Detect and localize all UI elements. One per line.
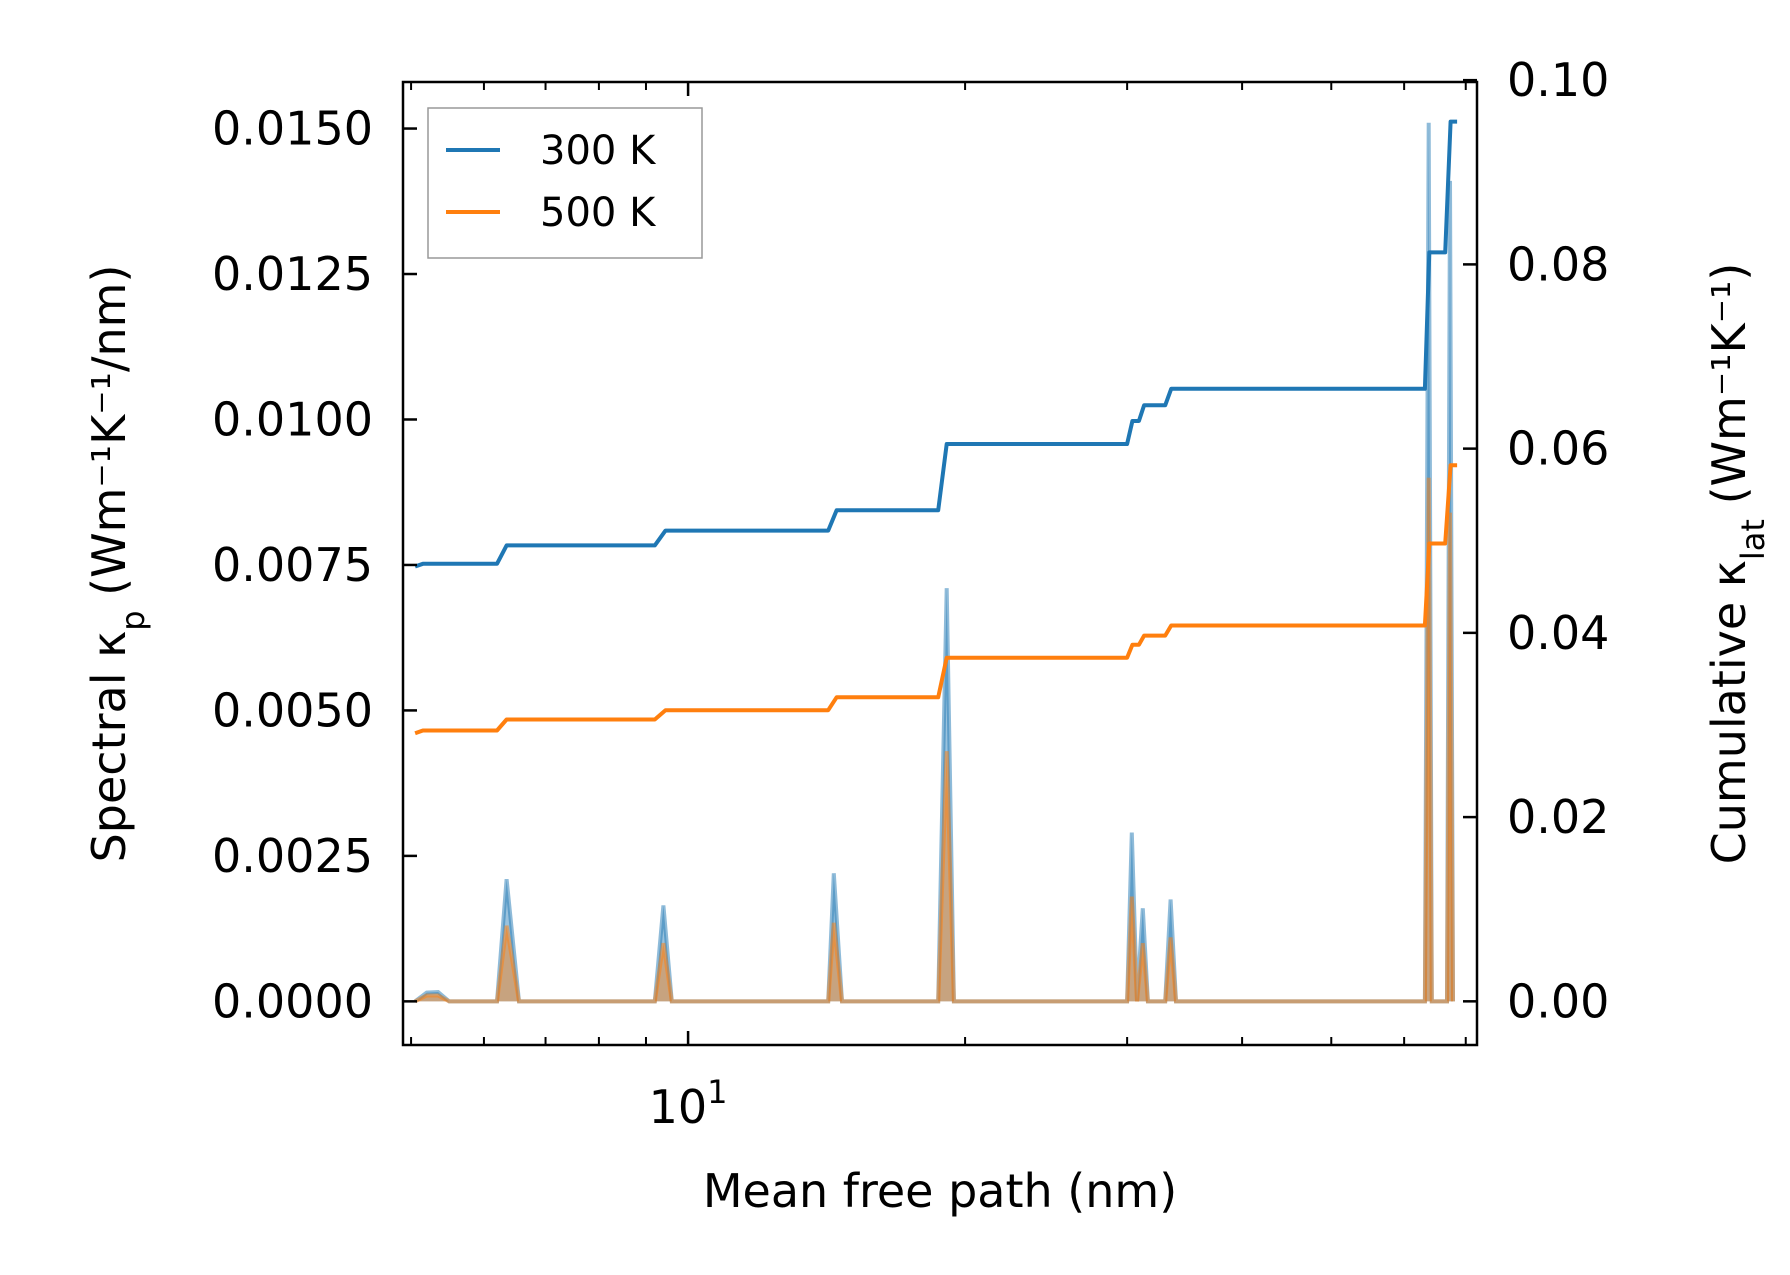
y-axis-left-label: Spectral κp (Wm⁻¹K⁻¹/nm): [82, 265, 152, 863]
legend: 300 K 500 K: [427, 107, 703, 259]
x-tick-label-base: 10: [649, 1080, 708, 1134]
y-right-tick-label: 0.04: [1507, 606, 1609, 660]
y-left-label-main: Spectral κ: [82, 631, 136, 863]
y-left-tick-label: 0.0025: [212, 829, 373, 883]
plot-frame: [401, 80, 1479, 1047]
y-left-tick-label: 0.0075: [212, 538, 373, 592]
y-right-tick-label: 0.08: [1507, 237, 1609, 291]
y-left-tick-label: 0.0125: [212, 247, 373, 301]
y-left-tick-label: 0.0050: [212, 683, 373, 737]
y-right-tick-label: 0.06: [1507, 422, 1609, 476]
x-tick-label: 101: [649, 1073, 728, 1134]
spectral-layer: [413, 122, 1455, 1004]
y-left-tick-label: 0.0150: [212, 102, 373, 156]
legend-box: [427, 107, 703, 259]
y-left-label-unit: (Wm⁻¹K⁻¹/nm): [82, 265, 136, 611]
x-axis-label: Mean free path (nm): [703, 1164, 1177, 1218]
legend-label-300k: 300 K: [540, 128, 657, 174]
legend-label-500k: 500 K: [540, 190, 657, 236]
tick-layer: 101 0.0000 0.0025 0.0050 0.0075 0.0100 0.0125 0…: [212, 53, 1609, 1134]
cumulative-line-500k: [414, 463, 1458, 736]
y-right-label-unit: (Wm⁻¹K⁻¹): [1702, 263, 1756, 519]
y-left-tick-label: 0.0000: [212, 974, 373, 1028]
cumulative-line-300k: [414, 119, 1458, 569]
y-right-tick-label: 0.10: [1507, 53, 1609, 107]
y-right-label-main: Cumulative κ: [1702, 560, 1756, 864]
y-axis-right-label: Cumulative κlat (Wm⁻¹K⁻¹): [1702, 263, 1772, 865]
x-tick-label-exponent: 1: [707, 1073, 727, 1111]
y-right-tick-label: 0.02: [1507, 790, 1609, 844]
spectral-area-500k: [415, 477, 1454, 1002]
y-right-tick-label: 0.00: [1507, 974, 1609, 1028]
y-right-label-sub: lat: [1734, 519, 1772, 560]
cumulative-layer: [414, 119, 1458, 736]
y-left-label-sub: p: [114, 610, 152, 630]
y-left-tick-label: 0.0100: [212, 392, 373, 446]
spectral-line-500k: [414, 477, 1455, 1004]
